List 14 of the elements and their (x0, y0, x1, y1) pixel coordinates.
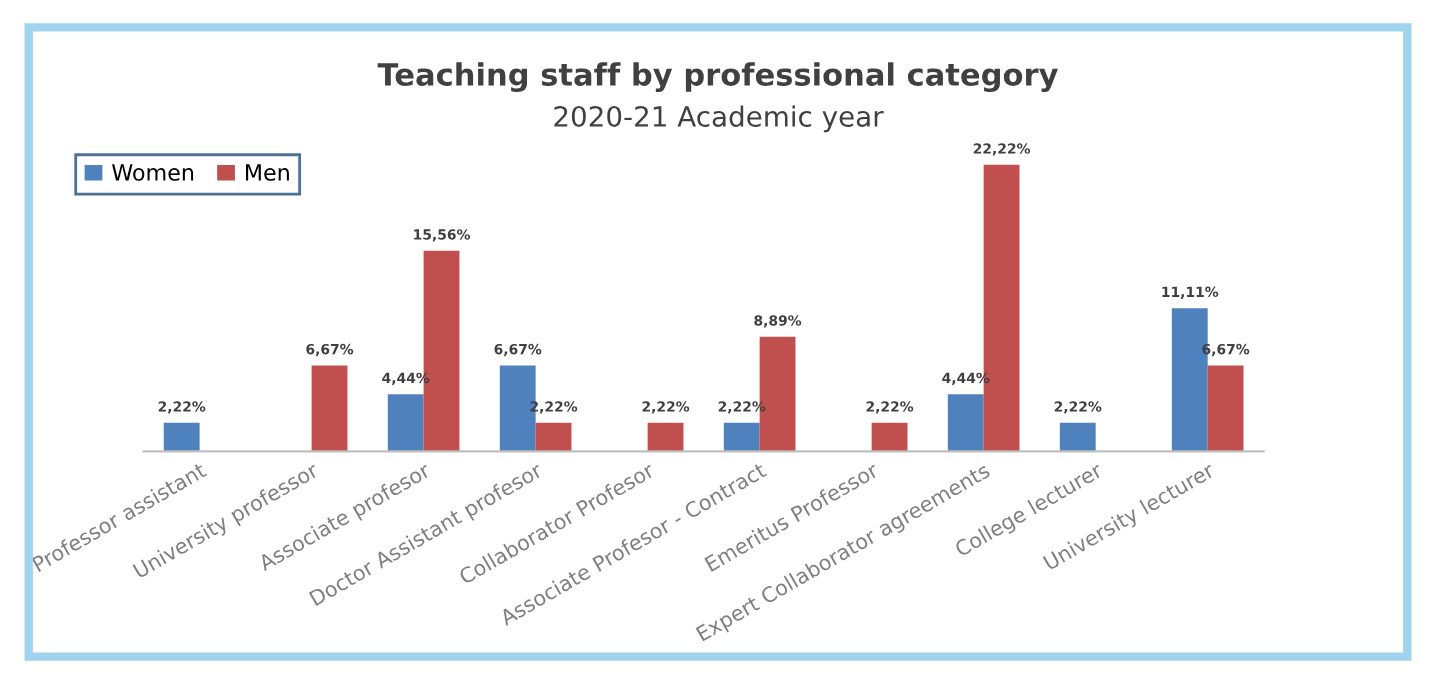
bar (1059, 422, 1096, 452)
bar (871, 422, 908, 452)
chart-title: Teaching staff by professional category (377, 62, 1058, 93)
bar (311, 365, 348, 452)
bar (947, 394, 984, 452)
bar (647, 422, 684, 452)
bar (723, 422, 760, 452)
bar (535, 422, 572, 452)
bar (163, 422, 200, 452)
legend-label: Women (112, 164, 194, 181)
chart-subtitle: 2020-21 Academic year (554, 105, 884, 133)
bar (1207, 365, 1244, 452)
legend-label: Men (246, 164, 289, 181)
bar (387, 394, 424, 452)
